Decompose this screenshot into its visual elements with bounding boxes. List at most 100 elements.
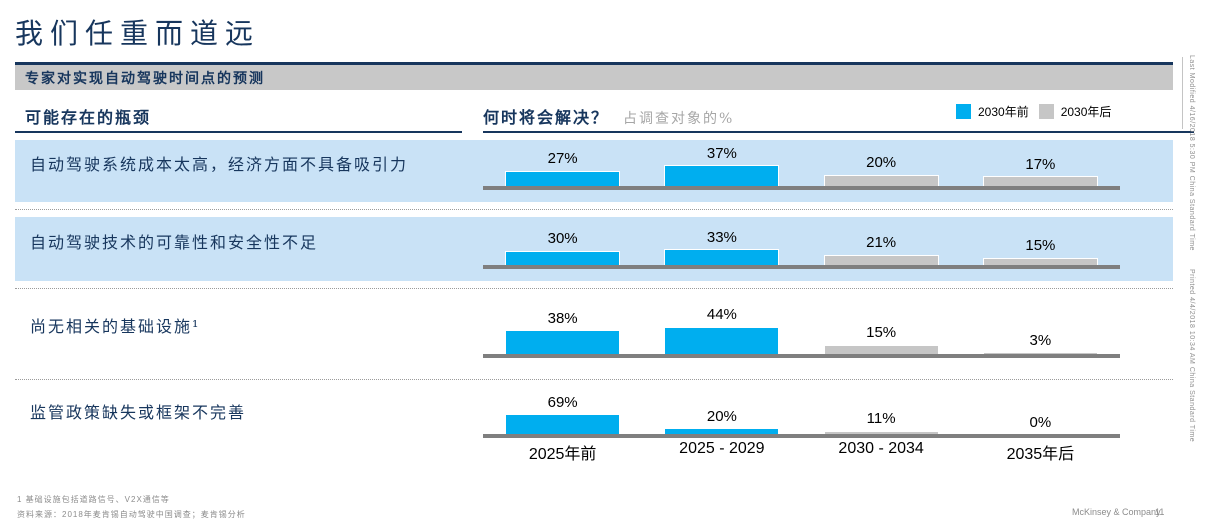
row-divider xyxy=(15,288,1173,289)
bottleneck-label: 尚无相关的基础设施¹ xyxy=(30,317,201,336)
bottleneck-row: 自动驾驶技术的可靠性和安全性不足 30% 33% 21% 15% xyxy=(15,217,1173,281)
bar-value-label: 20% xyxy=(866,154,897,172)
bar-before-2030 xyxy=(664,165,780,186)
last-modified-text: Last Modified 4/16/2018 5:30 PM China St… xyxy=(1188,55,1195,251)
exhibit-header-text: 专家对实现自动驾驶时间点的预测 xyxy=(25,70,265,87)
bottleneck-label: 自动驾驶系统成本太高，经济方面不具备吸引力 xyxy=(30,155,409,174)
legend-swatch-after-2030 xyxy=(1038,104,1054,119)
bar-after-2030 xyxy=(982,257,1098,265)
bar-value-label: 3% xyxy=(1029,331,1052,349)
bar-value-label: 15% xyxy=(866,324,897,342)
bar-after-2030 xyxy=(982,176,1098,186)
x-axis-category-label: 2030 - 2034 xyxy=(838,440,924,457)
bottleneck-label: 自动驾驶技术的可靠性和安全性不足 xyxy=(30,233,319,252)
row-divider xyxy=(15,209,1173,210)
bar-value-label: 15% xyxy=(1025,237,1056,255)
row-axis-line xyxy=(483,265,1120,269)
bottleneck-rows: 自动驾驶系统成本太高，经济方面不具备吸引力 27% 37% 20% 17% 自动驾驶技术的… xyxy=(15,140,1173,440)
bar-group: 21% xyxy=(802,230,961,265)
bar-after-2030 xyxy=(823,174,939,186)
bottleneck-row: 自动驾驶系统成本太高，经济方面不具备吸引力 27% 37% 20% 17% xyxy=(15,140,1173,202)
x-axis-labels: 2025年前 2025 - 2029 2030 - 2034 2035年后 xyxy=(483,440,1120,464)
row-divider xyxy=(15,379,1173,380)
bar-value-label: 11% xyxy=(866,410,896,428)
exhibit-header-bar: 专家对实现自动驾驶时间点的预测 xyxy=(15,62,1173,90)
bar-value-label: 38% xyxy=(547,309,578,327)
row-axis-line xyxy=(483,434,1120,438)
bar-value-label: 0% xyxy=(1029,413,1052,431)
legend-swatch-before-2030 xyxy=(956,104,971,119)
bar-group: 44% xyxy=(642,307,801,354)
bar-group: 69% xyxy=(483,393,642,434)
bottleneck-label-box: 自动驾驶技术的可靠性和安全性不足 xyxy=(30,217,460,265)
bar-group: 15% xyxy=(961,230,1120,265)
bar-group: 27% xyxy=(483,146,642,186)
bar-group: 38% xyxy=(483,307,642,354)
bar-group: 11% xyxy=(802,395,961,434)
legend-item-before-2030: 2030年前 xyxy=(956,103,1029,120)
bar-group: 0% xyxy=(961,395,1120,435)
footnote: 1 基础设施包括道路信号、V2X通信等 xyxy=(17,495,170,504)
bar-value-label: 21% xyxy=(866,234,897,252)
row-bars-strip: 69% 20% 11% 0% xyxy=(483,393,1120,435)
bottleneck-row: 尚无相关的基础设施¹ 38% 44% 15% 3% xyxy=(15,296,1173,372)
row-axis-line xyxy=(483,354,1120,358)
bottleneck-label-box: 自动驾驶系统成本太高，经济方面不具备吸引力 xyxy=(30,140,460,186)
bar-value-label: 27% xyxy=(547,150,578,168)
bar-value-label: 17% xyxy=(1025,155,1056,173)
row-bars-strip: 38% 44% 15% 3% xyxy=(483,307,1120,354)
bottleneck-label-box: 尚无相关的基础设施¹ xyxy=(30,296,460,354)
bottleneck-label: 监管政策缺失或框架不完善 xyxy=(30,402,247,422)
bar-before-2030 xyxy=(505,170,621,186)
side-rule xyxy=(1182,57,1183,129)
bar-after-2030 xyxy=(982,352,1098,354)
footer-brand: McKinsey & Company xyxy=(1072,507,1161,517)
bar-value-label: 69% xyxy=(547,393,578,411)
printed-text: Printed 4/4/2018 10:34 AM China Standard… xyxy=(1188,268,1195,443)
row-bars-strip: 30% 33% 21% 15% xyxy=(483,228,1120,265)
bar-group: 15% xyxy=(802,307,961,354)
bar-before-2030 xyxy=(505,330,621,354)
bar-before-2030 xyxy=(664,249,780,265)
bottleneck-header-underline xyxy=(15,131,462,133)
bar-value-label: 20% xyxy=(706,407,737,425)
legend-label-after-2030: 2030年后 xyxy=(1060,105,1112,119)
bar-value-label: 44% xyxy=(706,306,737,324)
bar-before-2030 xyxy=(505,414,621,434)
row-axis-line xyxy=(483,186,1120,190)
bar-after-2030 xyxy=(823,344,939,354)
bottleneck-row: 监管政策缺失或框架不完善 69% 20% 11% 0% xyxy=(15,387,1173,440)
bar-after-2030 xyxy=(823,254,939,265)
bar-value-label: 33% xyxy=(706,228,737,246)
column-headers: 可能存在的瓶颈 何时将会解决？ 占调查对象的% 2030年前 2030年后 xyxy=(15,100,1194,133)
bar-group: 37% xyxy=(642,144,801,186)
source-line: 资料来源：2018年麦肯锡自动驾驶中国调查；麦肯锡分析 xyxy=(17,510,246,519)
bar-value-label: 37% xyxy=(706,144,737,162)
chart-column-header: 何时将会解决？ 占调查对象的% xyxy=(483,104,734,128)
bar-group: 20% xyxy=(642,395,801,434)
bar-value-label: 30% xyxy=(547,230,578,248)
bottleneck-column-header: 可能存在的瓶颈 xyxy=(25,108,152,127)
slide-title: 我们任重而道远 xyxy=(15,17,261,50)
bar-before-2030 xyxy=(505,250,621,265)
x-axis-category-label: 2035年后 xyxy=(1006,446,1075,463)
bar-group: 17% xyxy=(961,146,1120,186)
side-texts: Last Modified 4/16/2018 5:30 PM China St… xyxy=(1188,55,1195,442)
x-axis-category-label: 2025年前 xyxy=(528,446,597,463)
legend-item-after-2030: 2030年后 xyxy=(1038,103,1112,120)
bar-before-2030 xyxy=(664,428,780,434)
row-bars-strip: 27% 37% 20% 17% xyxy=(483,144,1120,186)
bar-before-2030 xyxy=(664,326,780,354)
x-axis-category-label: 2025 - 2029 xyxy=(679,440,765,457)
bar-group: 30% xyxy=(483,230,642,265)
chart-legend: 2030年前 2030年后 xyxy=(956,103,1111,120)
bottleneck-label-box: 监管政策缺失或框架不完善 xyxy=(30,387,460,434)
bar-after-2030 xyxy=(823,430,939,434)
bar-group: 33% xyxy=(642,228,801,265)
bar-group: 3% xyxy=(961,307,1120,354)
chart-header-underline xyxy=(483,131,1194,133)
footer-page-number: 11 xyxy=(1155,507,1165,517)
legend-label-before-2030: 2030年前 xyxy=(978,105,1029,119)
chart-subheader-text: 占调查对象的% xyxy=(623,111,735,127)
